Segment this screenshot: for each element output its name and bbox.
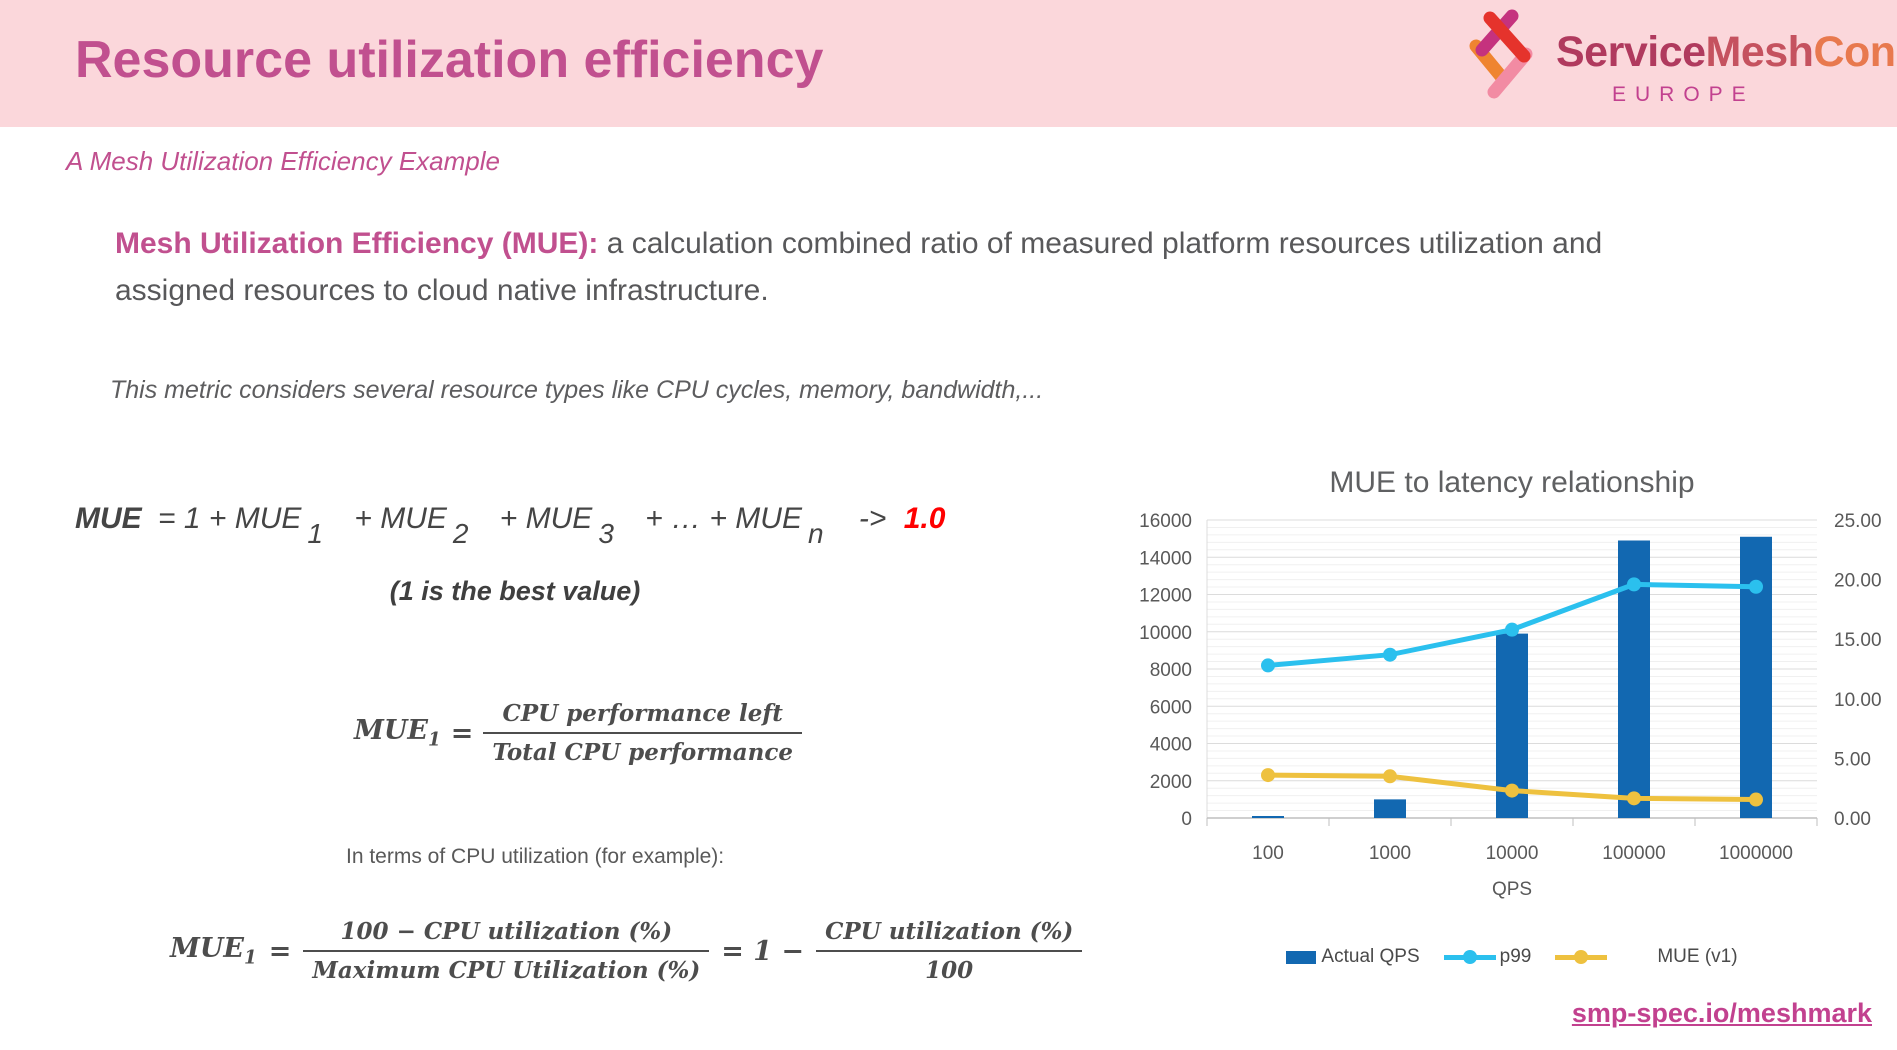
logo-word-mesh: Mesh bbox=[1705, 28, 1814, 76]
actual-qps-swatch-icon bbox=[1286, 950, 1317, 964]
formula2-middle: = 1 − bbox=[721, 935, 805, 967]
marker-MUE (v1)-100 bbox=[1261, 768, 1275, 783]
x-axis-category-label: 100000 bbox=[1602, 843, 1665, 864]
equation-sub-2: 2 bbox=[452, 518, 469, 550]
equation-arrow: -> bbox=[858, 502, 887, 535]
logo-word-service: Service bbox=[1556, 28, 1706, 76]
marker-MUE (v1)-1000 bbox=[1383, 769, 1397, 784]
x-axis-category-label: 100 bbox=[1252, 843, 1284, 864]
formula1-numerator: CPU performance left bbox=[502, 700, 783, 727]
chart-legend: Actual QPS p99 MUE (v1) bbox=[1207, 946, 1817, 968]
formula1-equals: = bbox=[450, 717, 474, 749]
equation-term-2: + MUE bbox=[354, 502, 447, 535]
marker-MUE (v1)-100000 bbox=[1627, 791, 1641, 806]
chart-title: MUE to latency relationship bbox=[1329, 466, 1695, 499]
equation-target-value: 1.0 bbox=[903, 502, 946, 535]
meshmark-link[interactable]: smp-spec.io/meshmark bbox=[1571, 998, 1872, 1028]
marker-p99-10000 bbox=[1505, 622, 1519, 637]
resource-types-note: This metric considers several resource t… bbox=[110, 376, 1044, 404]
equation-term-3: + MUE bbox=[499, 502, 593, 535]
left-axis-tick-label: 16000 bbox=[1139, 511, 1192, 532]
right-axis-tick-label: 20.00 bbox=[1834, 571, 1882, 592]
bar-1000 bbox=[1374, 799, 1406, 818]
marker-p99-1000 bbox=[1383, 647, 1397, 662]
marker-p99-100 bbox=[1261, 658, 1275, 673]
equation-term-n: + … + MUE bbox=[645, 502, 802, 535]
logo-region-label: EUROPE bbox=[1612, 83, 1755, 106]
formula1-fraction: CPU performance left Total CPU performan… bbox=[483, 700, 802, 766]
legend-label-p99: p99 bbox=[1499, 946, 1532, 967]
left-axis-tick-label: 6000 bbox=[1150, 697, 1192, 718]
marker-MUE (v1)-10000 bbox=[1505, 783, 1519, 798]
mue1-definition-formula: MUE1 = CPU performance left Total CPU pe… bbox=[354, 700, 802, 766]
right-axis-tick-label: 10.00 bbox=[1834, 690, 1882, 711]
intro-paragraph: Mesh Utilization Efficiency (MUE): a cal… bbox=[115, 220, 1635, 314]
x-axis-category-label: 10000 bbox=[1486, 843, 1539, 864]
equation-caption: (1 is the best value) bbox=[389, 576, 641, 606]
logo-word-con: Con bbox=[1813, 28, 1896, 76]
p99-swatch-icon bbox=[1443, 950, 1496, 964]
right-axis-tick-label: 25.00 bbox=[1834, 511, 1882, 532]
marker-p99-100000 bbox=[1627, 577, 1641, 592]
legend-label-actual-qps: Actual QPS bbox=[1321, 946, 1420, 967]
intro-rest: a calculation combined ratio of measured… bbox=[115, 227, 1603, 307]
bar-100 bbox=[1252, 816, 1284, 818]
left-axis-tick-label: 10000 bbox=[1139, 623, 1192, 644]
formula1-lhs: MUE1 bbox=[354, 715, 441, 751]
equation-lhs: MUE bbox=[75, 502, 142, 535]
mue-latency-chart: 0 2000 4000 6000 8000 10000 12000 14000 16000 0.0… bbox=[1139, 511, 1882, 900]
left-axis-tick-label: 8000 bbox=[1150, 660, 1192, 681]
right-axis-tick-label: 0.00 bbox=[1834, 809, 1871, 830]
left-axis-tick-label: 2000 bbox=[1150, 772, 1192, 793]
servicemeshcon-logo-icon bbox=[1469, 9, 1533, 99]
right-axis-tick-label: 5.00 bbox=[1834, 749, 1871, 770]
x-axis-category-label: 1000 bbox=[1369, 843, 1411, 864]
intro-lead: Mesh Utilization Efficiency (MUE): bbox=[115, 227, 599, 260]
marker-p99-1000000 bbox=[1749, 579, 1763, 594]
left-axis-tick-label: 0 bbox=[1181, 809, 1192, 830]
formula2-denominator-2: 100 bbox=[816, 950, 1083, 984]
cpu-utilization-caption: In terms of CPU utilization (for example… bbox=[346, 845, 725, 868]
mue-sum-equation: MUE = 1 + MUE 1 + MUE 2 + MUE 3 + … + MUE n … bbox=[75, 502, 945, 550]
formula2-denominator-1: Maximum CPU Utilization (%) bbox=[303, 950, 710, 984]
mue-v1-swatch-icon bbox=[1555, 950, 1608, 964]
logo-wordmark: ServiceMeshCon bbox=[1556, 28, 1896, 77]
x-axis-title: QPS bbox=[1492, 879, 1532, 900]
slide-subtitle: A Mesh Utilization Efficiency Example bbox=[66, 146, 500, 176]
marker-MUE (v1)-1000000 bbox=[1749, 792, 1763, 807]
formula2-fraction-1: 100 − CPU utilization (%) Maximum CPU Ut… bbox=[303, 918, 710, 984]
equation-sub-n: n bbox=[807, 518, 824, 550]
equation-sub-3: 3 bbox=[598, 518, 614, 550]
legend-item-mue-v1: MUE (v1) bbox=[1555, 946, 1738, 968]
bar-1000000 bbox=[1740, 536, 1772, 818]
formula1-denominator: Total CPU performance bbox=[483, 732, 802, 766]
legend-item-actual-qps: Actual QPS bbox=[1286, 946, 1420, 968]
x-axis-category-label: 1000000 bbox=[1719, 843, 1793, 864]
left-axis-tick-label: 14000 bbox=[1139, 548, 1192, 569]
formula2-numerator-2: CPU utilization (%) bbox=[825, 918, 1074, 945]
equation-sub-1: 1 bbox=[307, 518, 323, 550]
header-banner bbox=[0, 0, 1897, 127]
formula2-numerator-1: 100 − CPU utilization (%) bbox=[340, 918, 673, 945]
equation-term-1: = 1 + MUE bbox=[158, 502, 302, 535]
left-axis-tick-label: 4000 bbox=[1150, 735, 1192, 756]
formula2-fraction-2: CPU utilization (%) 100 bbox=[816, 918, 1083, 984]
left-axis-tick-label: 12000 bbox=[1139, 586, 1192, 607]
formula2-equals: = bbox=[268, 935, 292, 967]
page-title: Resource utilization efficiency bbox=[75, 31, 824, 89]
legend-item-p99: p99 bbox=[1443, 946, 1532, 968]
mue1-cpu-utilization-formula: MUE1 = 100 − CPU utilization (%) Maximum… bbox=[170, 918, 1083, 984]
legend-label-mue-v1: MUE (v1) bbox=[1657, 946, 1738, 967]
right-axis-tick-label: 15.00 bbox=[1834, 630, 1882, 651]
formula2-lhs: MUE1 bbox=[170, 933, 257, 969]
